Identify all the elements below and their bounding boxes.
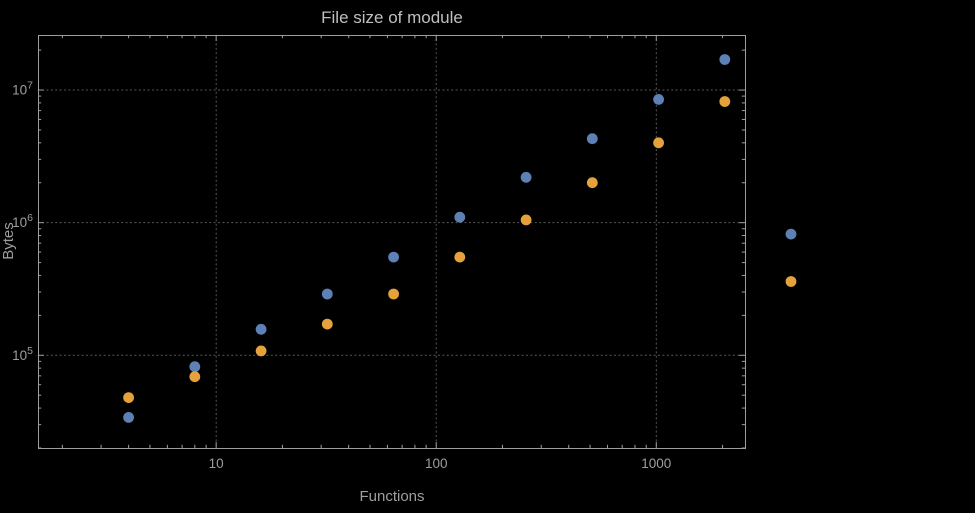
tick-labels: 10 100 1000 105 106 107 bbox=[12, 80, 671, 471]
data-point bbox=[719, 54, 731, 65]
data-point bbox=[785, 228, 797, 240]
data-point bbox=[255, 345, 267, 357]
data-point bbox=[454, 211, 466, 223]
data-point bbox=[321, 318, 333, 330]
data-point bbox=[321, 288, 333, 300]
data-point bbox=[653, 94, 664, 105]
data-point bbox=[255, 323, 267, 335]
data-point bbox=[123, 392, 134, 403]
data-point bbox=[388, 288, 399, 300]
data-point bbox=[454, 251, 466, 263]
data-points bbox=[123, 54, 797, 423]
data-point bbox=[388, 251, 399, 263]
chart-title: File size of module bbox=[321, 8, 463, 27]
data-point bbox=[123, 412, 134, 423]
y-tick-label: 107 bbox=[12, 80, 33, 98]
data-point bbox=[189, 361, 201, 373]
data-point bbox=[785, 276, 797, 287]
y-tick-label: 105 bbox=[12, 345, 33, 363]
y-tick-label: 106 bbox=[12, 212, 33, 230]
x-tick-label: 1000 bbox=[641, 456, 671, 471]
x-tick-label: 10 bbox=[209, 456, 224, 471]
data-point bbox=[520, 214, 532, 226]
series-blue bbox=[123, 54, 797, 423]
tick-marks bbox=[38, 35, 745, 449]
y-axis-label: Bytes bbox=[0, 222, 17, 260]
data-point bbox=[586, 133, 598, 145]
gridlines bbox=[37, 34, 746, 449]
data-point bbox=[719, 96, 731, 107]
x-axis-label: Functions bbox=[359, 488, 424, 505]
data-point bbox=[653, 137, 664, 149]
data-point bbox=[520, 171, 532, 183]
series-orange bbox=[123, 96, 797, 403]
plot-frame bbox=[38, 35, 746, 449]
data-point bbox=[189, 371, 201, 383]
x-tick-label: 100 bbox=[425, 456, 448, 471]
data-point bbox=[586, 177, 598, 189]
